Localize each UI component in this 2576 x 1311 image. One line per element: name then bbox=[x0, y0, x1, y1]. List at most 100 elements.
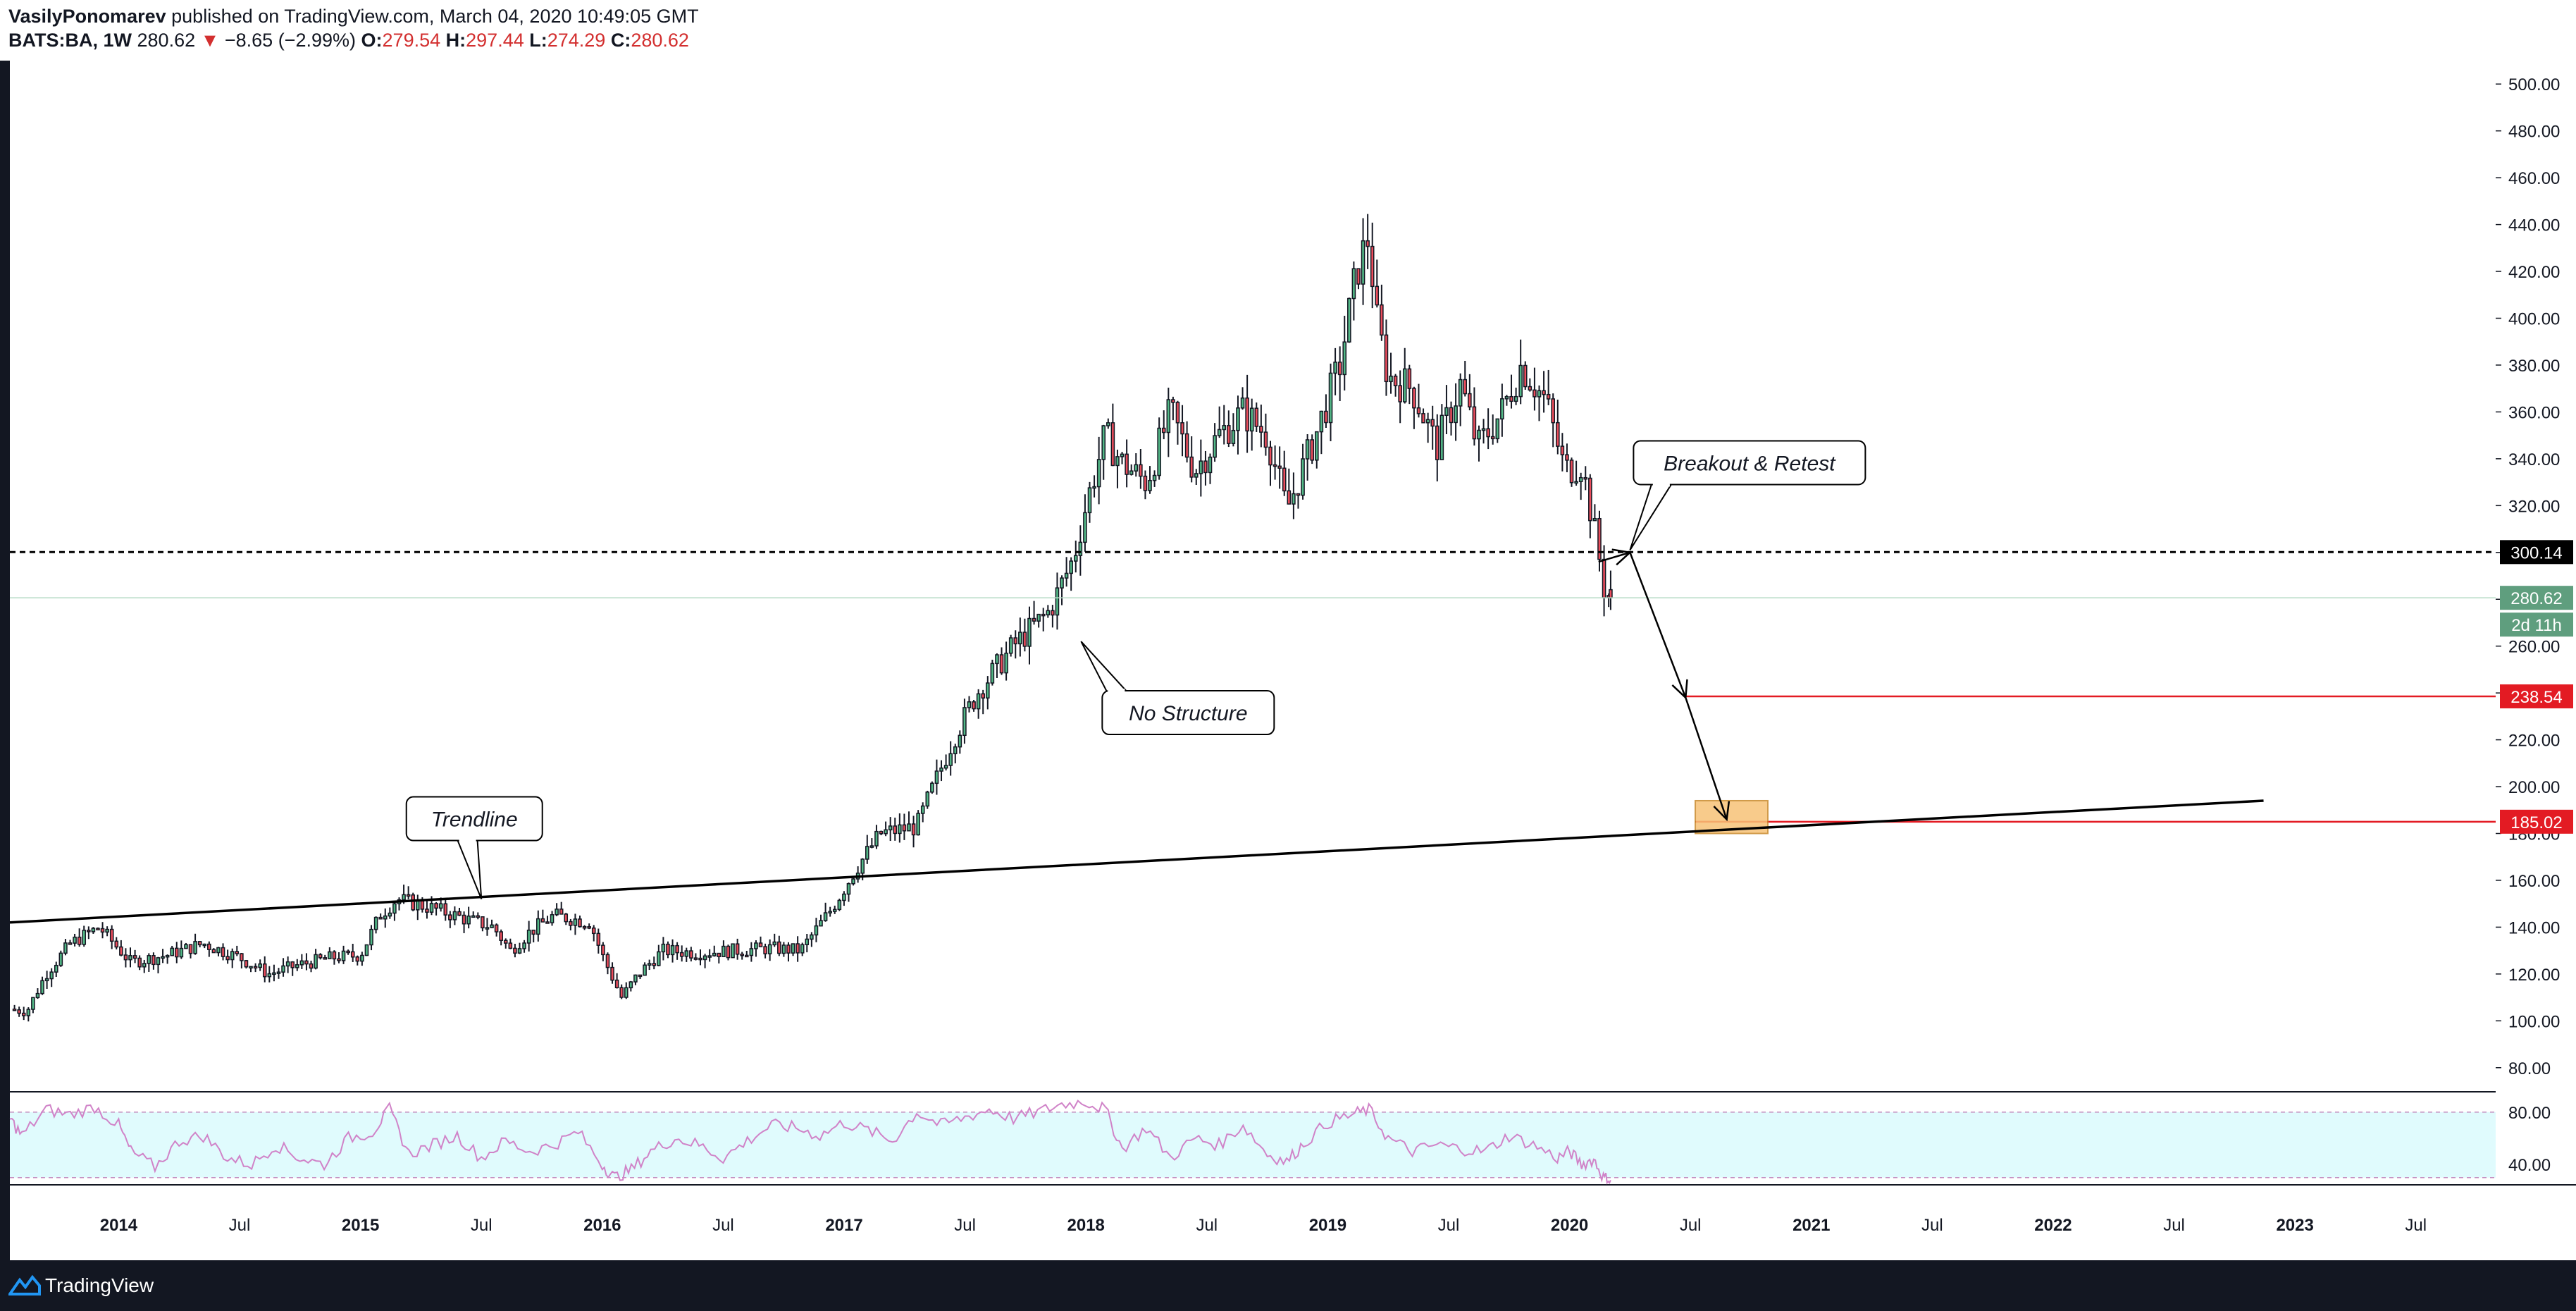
last-price-badge: 280.62 bbox=[2510, 589, 2562, 608]
candle-body bbox=[249, 966, 253, 969]
candle-body bbox=[128, 955, 132, 961]
price-tick-label: 460.00 bbox=[2508, 169, 2560, 188]
main-pane[interactable] bbox=[10, 61, 2496, 1091]
candle-body bbox=[77, 936, 82, 945]
candle-body bbox=[462, 914, 466, 925]
candle-body bbox=[1560, 445, 1565, 455]
candle-body bbox=[416, 900, 420, 911]
callout-pointer bbox=[1080, 641, 1127, 691]
red-level-badge: 238.54 bbox=[2510, 688, 2562, 707]
candle-body bbox=[1569, 460, 1574, 484]
candle-body bbox=[503, 940, 508, 944]
candle-body bbox=[383, 915, 388, 920]
candle-body bbox=[670, 944, 675, 956]
candle-body bbox=[791, 943, 795, 954]
candle-body bbox=[587, 926, 591, 929]
candle-body bbox=[1227, 425, 1231, 444]
candle-body bbox=[1115, 456, 1120, 467]
candle-body bbox=[240, 953, 244, 961]
candle-body bbox=[328, 951, 332, 959]
time-tick-label: Jul bbox=[1438, 1216, 1460, 1235]
candle-body bbox=[907, 823, 911, 832]
candle-body bbox=[619, 987, 624, 998]
candle-body bbox=[1263, 431, 1268, 448]
candle-body bbox=[1333, 362, 1337, 374]
candle-body bbox=[810, 934, 814, 940]
rsi-tick-label: 40.00 bbox=[2508, 1156, 2551, 1175]
candle-body bbox=[772, 941, 777, 946]
candle-body bbox=[332, 951, 337, 960]
callout-0[interactable]: Trendline bbox=[405, 796, 543, 899]
brand-name[interactable]: TradingView bbox=[45, 1274, 154, 1296]
rsi-tick-label: 80.00 bbox=[2508, 1104, 2551, 1123]
candle-body bbox=[1301, 458, 1305, 496]
candle-body bbox=[1393, 375, 1398, 386]
price-chart[interactable]: Trendline No Structure Breakout & Retest 5… bbox=[0, 61, 2576, 1260]
candle-body bbox=[684, 950, 689, 957]
candle-body bbox=[1222, 425, 1227, 431]
candle-body bbox=[452, 911, 457, 921]
time-tick-label: 2023 bbox=[2276, 1216, 2313, 1235]
candle-body bbox=[323, 957, 328, 960]
candle-body bbox=[698, 957, 702, 961]
author-name[interactable]: VasilyPonomarev bbox=[8, 6, 166, 27]
candle-body bbox=[555, 909, 559, 916]
candle-body bbox=[624, 987, 628, 998]
candle-body bbox=[276, 971, 281, 974]
candle-body bbox=[476, 915, 481, 918]
candle-body bbox=[481, 916, 485, 929]
candle-body bbox=[832, 909, 837, 912]
candle-body bbox=[749, 948, 754, 956]
candle-body bbox=[230, 951, 235, 961]
open-value: 279.54 bbox=[382, 30, 441, 51]
candle-body bbox=[1175, 402, 1180, 424]
candle-body bbox=[73, 936, 77, 944]
candle-body bbox=[1249, 407, 1254, 432]
candle-body bbox=[1468, 393, 1472, 408]
candle-body bbox=[341, 950, 346, 961]
candle-body bbox=[1542, 390, 1546, 395]
candle-body bbox=[569, 921, 573, 926]
price-tick-label: 120.00 bbox=[2508, 966, 2560, 985]
candle-body bbox=[1101, 425, 1106, 460]
candle-body bbox=[679, 952, 684, 957]
candle-body bbox=[591, 927, 596, 935]
candle-body bbox=[1328, 372, 1333, 424]
candle-body bbox=[1518, 364, 1523, 398]
candle-body bbox=[888, 825, 893, 831]
footer-bar: TradingView bbox=[0, 1260, 2576, 1311]
candle-body bbox=[1574, 481, 1578, 484]
candle-body bbox=[161, 956, 165, 959]
candle-body bbox=[184, 944, 188, 949]
publish-date: published on TradingView.com, March 04, … bbox=[171, 6, 699, 27]
candle-body bbox=[943, 765, 948, 769]
candle-body bbox=[805, 938, 810, 945]
candle-body bbox=[1380, 304, 1384, 336]
time-tick-label: 2021 bbox=[1792, 1216, 1830, 1235]
candle-body bbox=[712, 952, 717, 956]
time-axis[interactable] bbox=[10, 1186, 2496, 1260]
candles bbox=[12, 214, 1613, 1022]
candle-body bbox=[1236, 407, 1240, 431]
candle-body bbox=[499, 931, 503, 941]
candle-body bbox=[1310, 439, 1314, 461]
candle-body bbox=[1287, 490, 1292, 505]
candle-body bbox=[860, 858, 865, 874]
candle-body bbox=[1143, 475, 1148, 491]
candle-body bbox=[573, 918, 578, 926]
time-tick-label: 2014 bbox=[100, 1216, 138, 1235]
callout-box bbox=[1101, 690, 1275, 736]
callout-2[interactable]: Breakout & Retest bbox=[1629, 440, 1866, 550]
candle-body bbox=[1495, 418, 1500, 440]
price-tick-label: 380.00 bbox=[2508, 357, 2560, 376]
candle-body bbox=[1134, 464, 1139, 472]
candle-body bbox=[795, 943, 800, 954]
tradingview-logo-icon[interactable] bbox=[8, 1273, 41, 1297]
candle-body bbox=[216, 947, 221, 954]
candle-body bbox=[1375, 285, 1380, 306]
symbol-name[interactable]: BATS:BA, 1W bbox=[8, 30, 132, 51]
candle-body bbox=[235, 951, 240, 954]
candle-body bbox=[731, 943, 735, 959]
callout-1[interactable]: No Structure bbox=[1080, 641, 1275, 736]
candle-body bbox=[1036, 613, 1041, 622]
